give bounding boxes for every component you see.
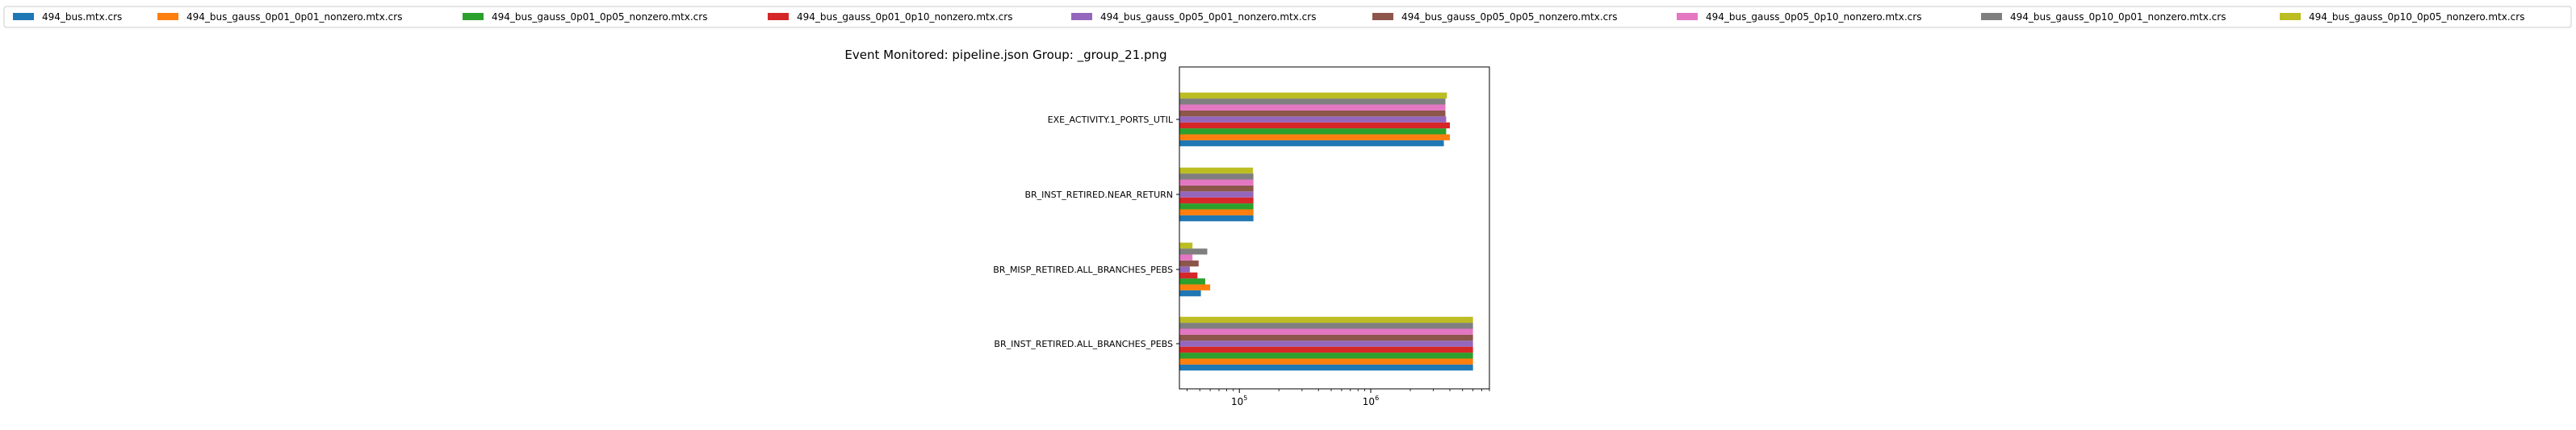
legend-label: 494_bus_gauss_0p01_0p10_nonzero.mtx.crs bbox=[797, 11, 1012, 23]
bar bbox=[1179, 179, 1254, 186]
legend-swatch bbox=[1981, 13, 2002, 20]
bar bbox=[1179, 197, 1254, 204]
legend-swatch bbox=[1071, 13, 1092, 20]
bar bbox=[1179, 110, 1446, 117]
bar bbox=[1179, 140, 1444, 147]
bar bbox=[1179, 346, 1473, 353]
bar bbox=[1179, 185, 1254, 192]
legend-swatch bbox=[768, 13, 789, 20]
y-tick-label: EXE_ACTIVITY.1_PORTS_UTIL bbox=[1048, 115, 1174, 125]
legend-swatch bbox=[1677, 13, 1698, 20]
plot-frame bbox=[1179, 66, 1490, 390]
bar bbox=[1179, 340, 1473, 347]
bars bbox=[1179, 92, 1473, 371]
bar bbox=[1179, 254, 1193, 261]
bar bbox=[1179, 358, 1473, 365]
bar bbox=[1179, 98, 1446, 105]
bar bbox=[1179, 248, 1208, 255]
bar bbox=[1179, 272, 1198, 279]
legend-label: 494_bus_gauss_0p10_0p01_nonzero.mtx.crs bbox=[2010, 11, 2226, 23]
y-tick-label: BR_INST_RETIRED.ALL_BRANCHES_PEBS bbox=[994, 339, 1173, 349]
bar bbox=[1179, 316, 1473, 324]
legend-label: 494_bus_gauss_0p10_0p05_nonzero.mtx.crs bbox=[2309, 11, 2524, 23]
bar bbox=[1179, 328, 1473, 335]
legend-label: 494_bus_gauss_0p05_0p10_nonzero.mtx.crs bbox=[1706, 11, 1921, 23]
bar bbox=[1179, 323, 1473, 329]
x-tick-label: 105 bbox=[1231, 395, 1247, 407]
legend-label: 494_bus_gauss_0p05_0p05_nonzero.mtx.crs bbox=[1401, 11, 1617, 23]
bar bbox=[1179, 191, 1254, 198]
bar bbox=[1179, 334, 1473, 341]
bar bbox=[1179, 290, 1201, 297]
legend-swatch bbox=[1372, 13, 1393, 20]
legend-label: 494_bus_gauss_0p01_0p05_nonzero.mtx.crs bbox=[492, 11, 707, 23]
y-tick-label: BR_INST_RETIRED.NEAR_RETURN bbox=[1024, 190, 1173, 200]
legend-box bbox=[3, 6, 2572, 28]
legend-label: 494_bus.mtx.crs bbox=[42, 11, 122, 23]
bar bbox=[1179, 278, 1205, 285]
legend-swatch bbox=[463, 13, 484, 20]
bar bbox=[1179, 260, 1199, 267]
bar bbox=[1179, 134, 1450, 140]
y-tick-label: BR_MISP_RETIRED.ALL_BRANCHES_PEBS bbox=[993, 265, 1173, 275]
bar bbox=[1179, 242, 1193, 249]
bar bbox=[1179, 122, 1450, 129]
bar bbox=[1179, 203, 1254, 210]
axes: BR_INST_RETIRED.ALL_BRANCHES_PEBS BR_MISP… bbox=[993, 66, 1490, 407]
bar bbox=[1179, 284, 1211, 290]
bar bbox=[1179, 215, 1254, 222]
legend-swatch bbox=[2280, 13, 2301, 20]
legend-swatch bbox=[157, 13, 178, 20]
bar bbox=[1179, 364, 1473, 371]
bar bbox=[1179, 209, 1254, 215]
x-tick-label: 106 bbox=[1363, 395, 1379, 407]
legend-swatch bbox=[13, 13, 34, 20]
legend: 494_bus.mtx.crs 494_bus_gauss_0p01_0p01_n… bbox=[3, 6, 2572, 28]
legend-label: 494_bus_gauss_0p05_0p01_nonzero.mtx.crs bbox=[1100, 11, 1316, 23]
chart-title: Event Monitored: pipeline.json Group: _g… bbox=[844, 48, 1167, 63]
bar bbox=[1179, 92, 1447, 99]
bar bbox=[1179, 266, 1190, 273]
bar bbox=[1179, 128, 1447, 135]
bar bbox=[1179, 173, 1254, 180]
bar bbox=[1179, 353, 1473, 359]
bar bbox=[1179, 167, 1254, 174]
bar bbox=[1179, 104, 1446, 111]
bar bbox=[1179, 116, 1447, 123]
legend-label: 494_bus_gauss_0p01_0p01_nonzero.mtx.crs bbox=[186, 11, 402, 23]
